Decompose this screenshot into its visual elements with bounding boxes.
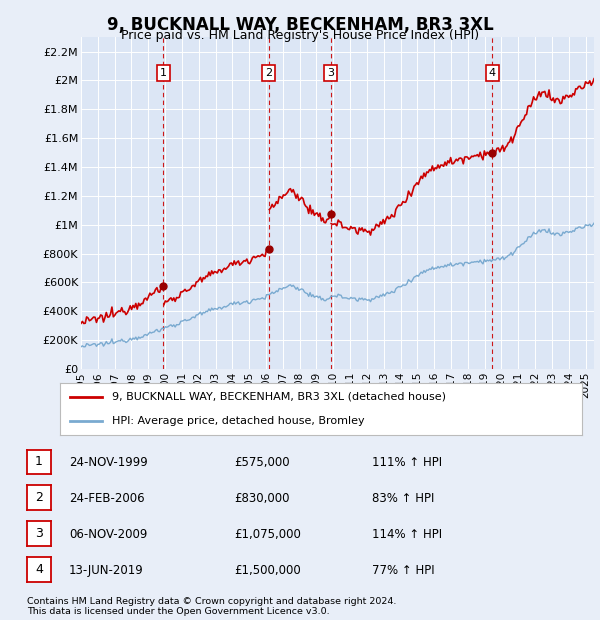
Text: 9, BUCKNALL WAY, BECKENHAM, BR3 3XL (detached house): 9, BUCKNALL WAY, BECKENHAM, BR3 3XL (det… <box>112 392 446 402</box>
Text: 9, BUCKNALL WAY, BECKENHAM, BR3 3XL: 9, BUCKNALL WAY, BECKENHAM, BR3 3XL <box>107 16 493 34</box>
Text: 2: 2 <box>35 492 43 504</box>
Text: 2: 2 <box>265 68 272 78</box>
Text: 111% ↑ HPI: 111% ↑ HPI <box>372 456 442 469</box>
Text: 1: 1 <box>160 68 167 78</box>
Text: 3: 3 <box>327 68 334 78</box>
Text: 4: 4 <box>35 564 43 576</box>
Text: HPI: Average price, detached house, Bromley: HPI: Average price, detached house, Brom… <box>112 416 365 426</box>
Text: 24-FEB-2006: 24-FEB-2006 <box>69 492 145 505</box>
Text: 4: 4 <box>488 68 496 78</box>
Text: £575,000: £575,000 <box>234 456 290 469</box>
Text: Price paid vs. HM Land Registry's House Price Index (HPI): Price paid vs. HM Land Registry's House … <box>121 30 479 42</box>
Text: 114% ↑ HPI: 114% ↑ HPI <box>372 528 442 541</box>
Text: 13-JUN-2019: 13-JUN-2019 <box>69 564 144 577</box>
Text: 06-NOV-2009: 06-NOV-2009 <box>69 528 148 541</box>
Text: 83% ↑ HPI: 83% ↑ HPI <box>372 492 434 505</box>
Text: 24-NOV-1999: 24-NOV-1999 <box>69 456 148 469</box>
Text: 1: 1 <box>35 456 43 468</box>
Text: 3: 3 <box>35 528 43 540</box>
Text: £1,500,000: £1,500,000 <box>234 564 301 577</box>
Text: 77% ↑ HPI: 77% ↑ HPI <box>372 564 434 577</box>
Text: Contains HM Land Registry data © Crown copyright and database right 2024.: Contains HM Land Registry data © Crown c… <box>27 597 397 606</box>
Text: £830,000: £830,000 <box>234 492 290 505</box>
Text: This data is licensed under the Open Government Licence v3.0.: This data is licensed under the Open Gov… <box>27 608 329 616</box>
Text: £1,075,000: £1,075,000 <box>234 528 301 541</box>
